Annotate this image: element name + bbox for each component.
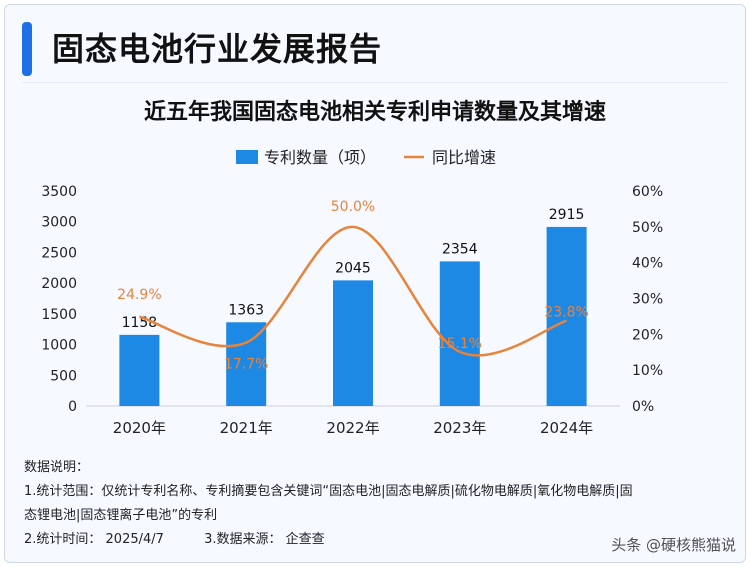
growth-rate-line: [139, 225, 567, 357]
x-tick-label: 2021年: [220, 419, 273, 437]
y-left-tick-label: 2000: [41, 276, 77, 292]
y-right-tick-label: 30%: [632, 292, 663, 308]
y-right-tick-label: 0%: [632, 399, 654, 415]
bar-value-label: 2915: [549, 207, 585, 223]
notes-time: 2.统计时间： 2025/4/7: [24, 532, 164, 547]
y-right-tick-label: 50%: [632, 220, 663, 236]
growth-rate-label: 17.7%: [224, 357, 268, 373]
growth-rate-label: 50.0%: [331, 199, 375, 215]
y-right-tick-label: 10%: [632, 363, 663, 379]
y-left-tick-label: 0: [68, 399, 77, 415]
y-left-tick-label: 3500: [41, 184, 77, 200]
title-accent-bar: [22, 22, 32, 76]
bar-value-label: 2354: [442, 241, 478, 257]
growth-rate-label: 24.9%: [117, 287, 161, 303]
report-card: [4, 4, 746, 563]
y-right-tick-label: 40%: [632, 256, 663, 272]
notes-scope-line2: 态锂电池|固态锂离子电池”的专利: [24, 508, 218, 523]
notes-source: 3.数据来源： 企查查: [204, 532, 325, 547]
notes-meta-row: 2.统计时间： 2025/4/7 3.数据来源： 企查查: [24, 528, 724, 552]
legend-line-label: 同比增速: [432, 148, 496, 167]
chart-title: 近五年我国固态电池相关专利申请数量及其增速: [143, 100, 606, 125]
y-left-tick-label: 500: [50, 368, 77, 384]
bar: [119, 334, 160, 406]
notes-scope-line1: 1.统计范围：仅统计专利名称、专利摘要包含关键词“固态电池|固态电解质|硫化物电…: [24, 484, 633, 499]
x-tick-label: 2020年: [113, 419, 166, 437]
bar: [546, 226, 587, 406]
legend-bar-label: 专利数量（项）: [264, 148, 376, 167]
legend-bar-swatch: [236, 150, 258, 164]
x-tick-label: 2023年: [433, 419, 486, 437]
growth-rate-label: 15.1%: [438, 336, 482, 352]
y-right-tick-label: 60%: [632, 184, 663, 200]
y-left-tick-label: 3000: [41, 215, 77, 231]
header-divider: [22, 82, 728, 83]
notes-heading: 数据说明：: [24, 460, 90, 475]
report-title: 固态电池行业发展报告: [52, 30, 383, 68]
y-left-tick-label: 1500: [41, 307, 77, 323]
growth-rate-label: 23.8%: [544, 305, 588, 321]
x-tick-label: 2022年: [326, 419, 379, 437]
bar-value-label: 1363: [228, 302, 264, 318]
y-left-tick-label: 1000: [41, 338, 77, 354]
bar: [333, 280, 373, 406]
bar-value-label: 2045: [335, 260, 371, 276]
y-right-tick-label: 20%: [632, 327, 663, 343]
y-left-tick-label: 2500: [41, 245, 77, 261]
watermark: 头条 @硬核熊猫说: [611, 536, 736, 554]
x-tick-label: 2024年: [540, 419, 593, 437]
bar: [439, 261, 480, 406]
bar: [226, 322, 267, 406]
data-notes: 数据说明： 1.统计范围：仅统计专利名称、专利摘要包含关键词“固态电池|固态电解…: [24, 456, 724, 552]
